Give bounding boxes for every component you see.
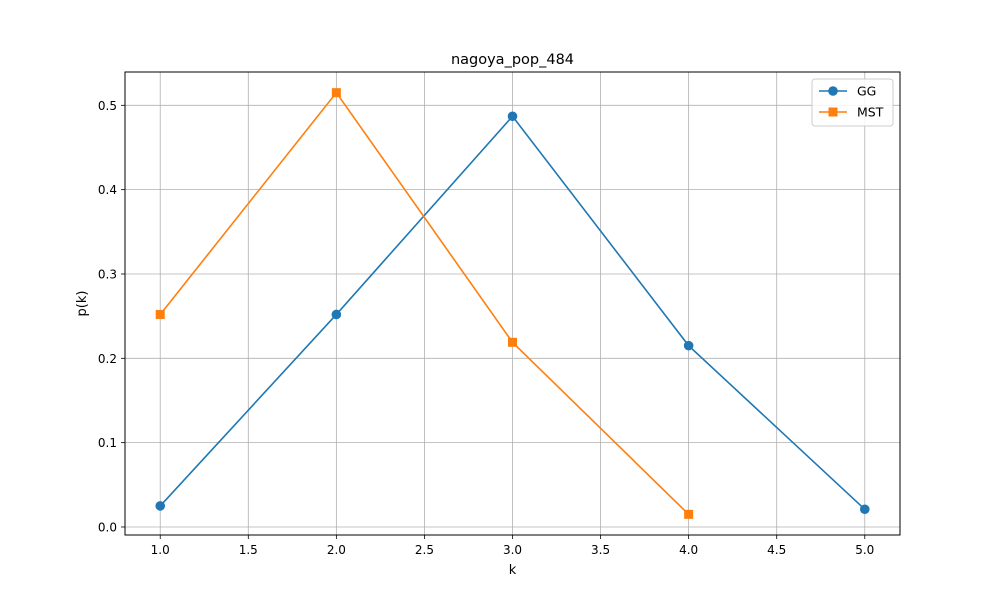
y-tick-label: 0.5: [98, 99, 117, 113]
data-point-gg: [683, 340, 694, 351]
x-tick-label: 4.5: [767, 543, 786, 557]
data-point-gg: [155, 501, 166, 511]
series-layer: [155, 88, 870, 519]
y-axis-label: p(k): [75, 291, 90, 317]
series-gg: [155, 111, 870, 515]
x-tick-label: 1.0: [151, 543, 170, 557]
x-tick-label: 3.5: [591, 543, 610, 557]
y-tick-label: 0.4: [98, 183, 117, 197]
x-tick-label: 3.0: [503, 543, 522, 557]
series-mst: [155, 88, 694, 519]
x-tick-label: 2.0: [327, 543, 346, 557]
y-tick-label: 0.1: [98, 436, 117, 450]
legend-marker-gg: [828, 86, 838, 96]
data-point-mst: [331, 88, 341, 98]
data-point-gg: [331, 309, 342, 320]
legend: GG MST: [811, 78, 894, 127]
x-tick-label: 1.5: [239, 543, 258, 557]
y-tick-label: 0.2: [98, 352, 117, 366]
data-point-gg: [507, 111, 518, 122]
series-line-mst: [159, 91, 690, 515]
data-point-mst: [684, 509, 694, 519]
data-point-mst: [155, 309, 165, 319]
y-axis: 0.0 0.1 0.2 0.3 0.4 0.5: [98, 99, 125, 534]
data-point-mst: [508, 337, 517, 347]
chart-title: nagoya_pop_484: [451, 52, 574, 68]
x-tick-label: 4.0: [679, 543, 698, 557]
legend-marker-mst: [828, 107, 838, 117]
legend-label-gg: GG: [857, 84, 876, 99]
x-tick-label: 5.0: [855, 543, 874, 557]
x-axis-label: k: [509, 563, 517, 578]
data-point-gg: [859, 504, 870, 515]
y-tick-label: 0.3: [98, 267, 117, 281]
x-tick-label: 2.5: [415, 543, 434, 557]
grid-lines: [125, 72, 900, 535]
x-axis: 1.0 1.5 2.0 2.5 3.0 3.5 4.0 4.5 5.0: [151, 535, 874, 557]
y-tick-label: 0.0: [98, 520, 117, 534]
legend-label-mst: MST: [857, 105, 884, 120]
